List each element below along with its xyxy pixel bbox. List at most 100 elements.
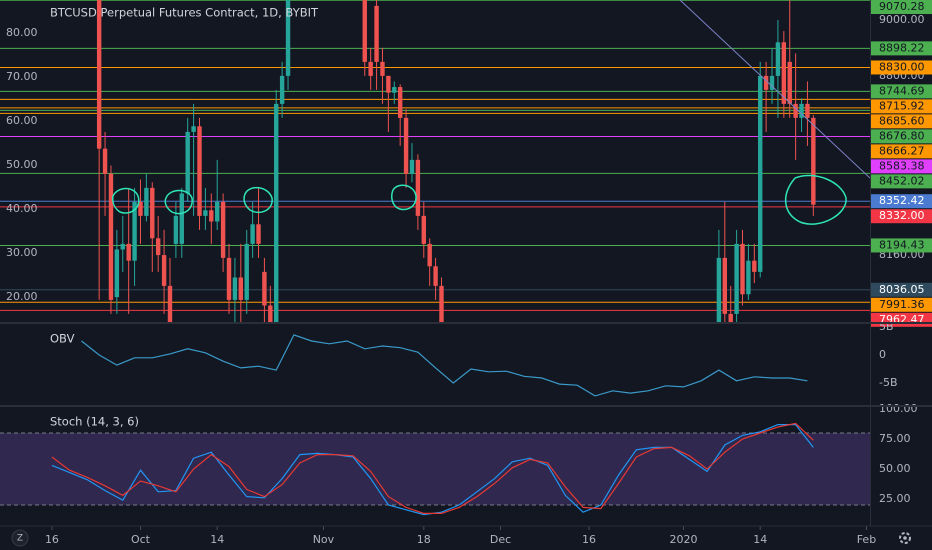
price-label: 8352.42 (879, 194, 925, 207)
candle-body (439, 285, 444, 322)
candle-body (380, 61, 385, 76)
candle-body (215, 201, 220, 222)
candle-body (150, 187, 155, 239)
candle-body (179, 193, 184, 244)
candle-body (781, 42, 787, 104)
x-tick-label: Dec (490, 533, 511, 546)
candle-body (775, 42, 781, 76)
x-tick-label: Nov (313, 533, 335, 546)
candle-body (114, 249, 120, 298)
candle-body (734, 243, 739, 314)
candle-body (427, 243, 432, 267)
candle-body (722, 257, 728, 314)
price-label: 8452.02 (879, 174, 925, 187)
candle-body (805, 103, 810, 118)
candle-body (746, 260, 751, 295)
circle-drawing (164, 189, 193, 215)
candle-body (392, 87, 397, 93)
x-tick-label: Oct (131, 533, 151, 546)
candle-body (203, 210, 208, 216)
candle-body (763, 75, 769, 90)
y-tick-label: 25.00 (879, 492, 911, 505)
gear-icon[interactable] (899, 532, 911, 544)
candle-body (799, 103, 804, 118)
candle-body (793, 103, 798, 118)
stoch-band (0, 432, 870, 505)
price-label-bg (871, 174, 932, 189)
zoom-button-label[interactable]: Z (17, 534, 23, 544)
circle-drawing (785, 174, 847, 225)
y2-tick-label: 40.00 (6, 202, 38, 215)
x-tick-label: 14 (753, 533, 767, 546)
indicator-title: OBV (50, 332, 75, 346)
price-label-bg (871, 0, 932, 14)
candle-body (244, 243, 249, 300)
candle-body (262, 271, 267, 306)
candle-body (256, 224, 261, 244)
settings-button[interactable] (899, 532, 911, 544)
axes: 16 Oct 14 Nov 18 Dec 16 2020 14 Feb 20.00 30.00 40.0… (6, 0, 932, 546)
gear-hub[interactable] (903, 536, 907, 540)
candle-body (250, 224, 255, 244)
price-label: 8332.00 (879, 209, 925, 222)
price-label: 8676.80 (879, 129, 925, 142)
price-label-bg (871, 99, 932, 114)
y-tick-label: 5B (879, 320, 894, 333)
y2-tick-label: 20.00 (6, 290, 38, 303)
candle-body (191, 126, 196, 132)
candle-body (758, 75, 763, 272)
candle-body (209, 210, 214, 222)
candle-body (185, 131, 190, 194)
price-label-bg (871, 238, 932, 253)
candle-body (220, 201, 226, 258)
x-tick-label: Feb (857, 533, 876, 546)
price-label-bg (871, 282, 932, 297)
price-label-bg (871, 129, 932, 144)
x-tick-label: 16 (45, 533, 59, 546)
drawings (112, 0, 870, 225)
candle-body (811, 117, 816, 205)
price-label-bg (871, 297, 932, 312)
zoom-button[interactable]: Z (11, 529, 29, 547)
price-label: 7991.36 (879, 298, 925, 311)
price-label: 8744.69 (879, 84, 925, 97)
candle-body (362, 0, 367, 62)
price-label-bg (871, 144, 932, 159)
x-tick-label: 14 (210, 533, 224, 546)
candle-body (752, 260, 757, 272)
obv-pane (81, 334, 808, 397)
zoom-button-bg[interactable] (11, 529, 29, 547)
price-label-bg (871, 194, 932, 209)
trend-line (679, 0, 870, 179)
candle-body (120, 243, 125, 250)
price-label: 8685.60 (879, 114, 925, 127)
price-label: 8715.92 (879, 99, 925, 112)
y-tick-label: 9000.00 (879, 13, 925, 26)
price-label-bg (871, 159, 932, 174)
y2-tick-label: 50.00 (6, 158, 38, 171)
candle-body (769, 75, 775, 90)
candle-body (716, 257, 722, 322)
y2-tick-label: 70.00 (6, 70, 38, 83)
candle-body (386, 75, 391, 93)
candle-body (238, 277, 244, 300)
x-tick-label: 2020 (669, 533, 697, 546)
candle-body (285, 0, 291, 76)
price-label: 8830.00 (879, 60, 925, 73)
candle-body (279, 75, 285, 104)
candle-body (102, 148, 108, 174)
candle-body (226, 257, 232, 300)
candle-body (155, 238, 161, 256)
candle-body (403, 117, 409, 174)
stoch-line (51, 422, 814, 514)
candle-body (197, 126, 202, 216)
candle-body (138, 201, 143, 216)
price-label-bg (871, 84, 932, 99)
main-pane (0, 0, 870, 322)
candle-body (96, 0, 102, 149)
candle-body (126, 243, 131, 261)
y2-tick-label: 80.00 (6, 26, 38, 39)
y-tick-label: 100.00 (879, 402, 918, 415)
circle-drawing (243, 186, 273, 214)
price-label-bg (871, 60, 932, 75)
